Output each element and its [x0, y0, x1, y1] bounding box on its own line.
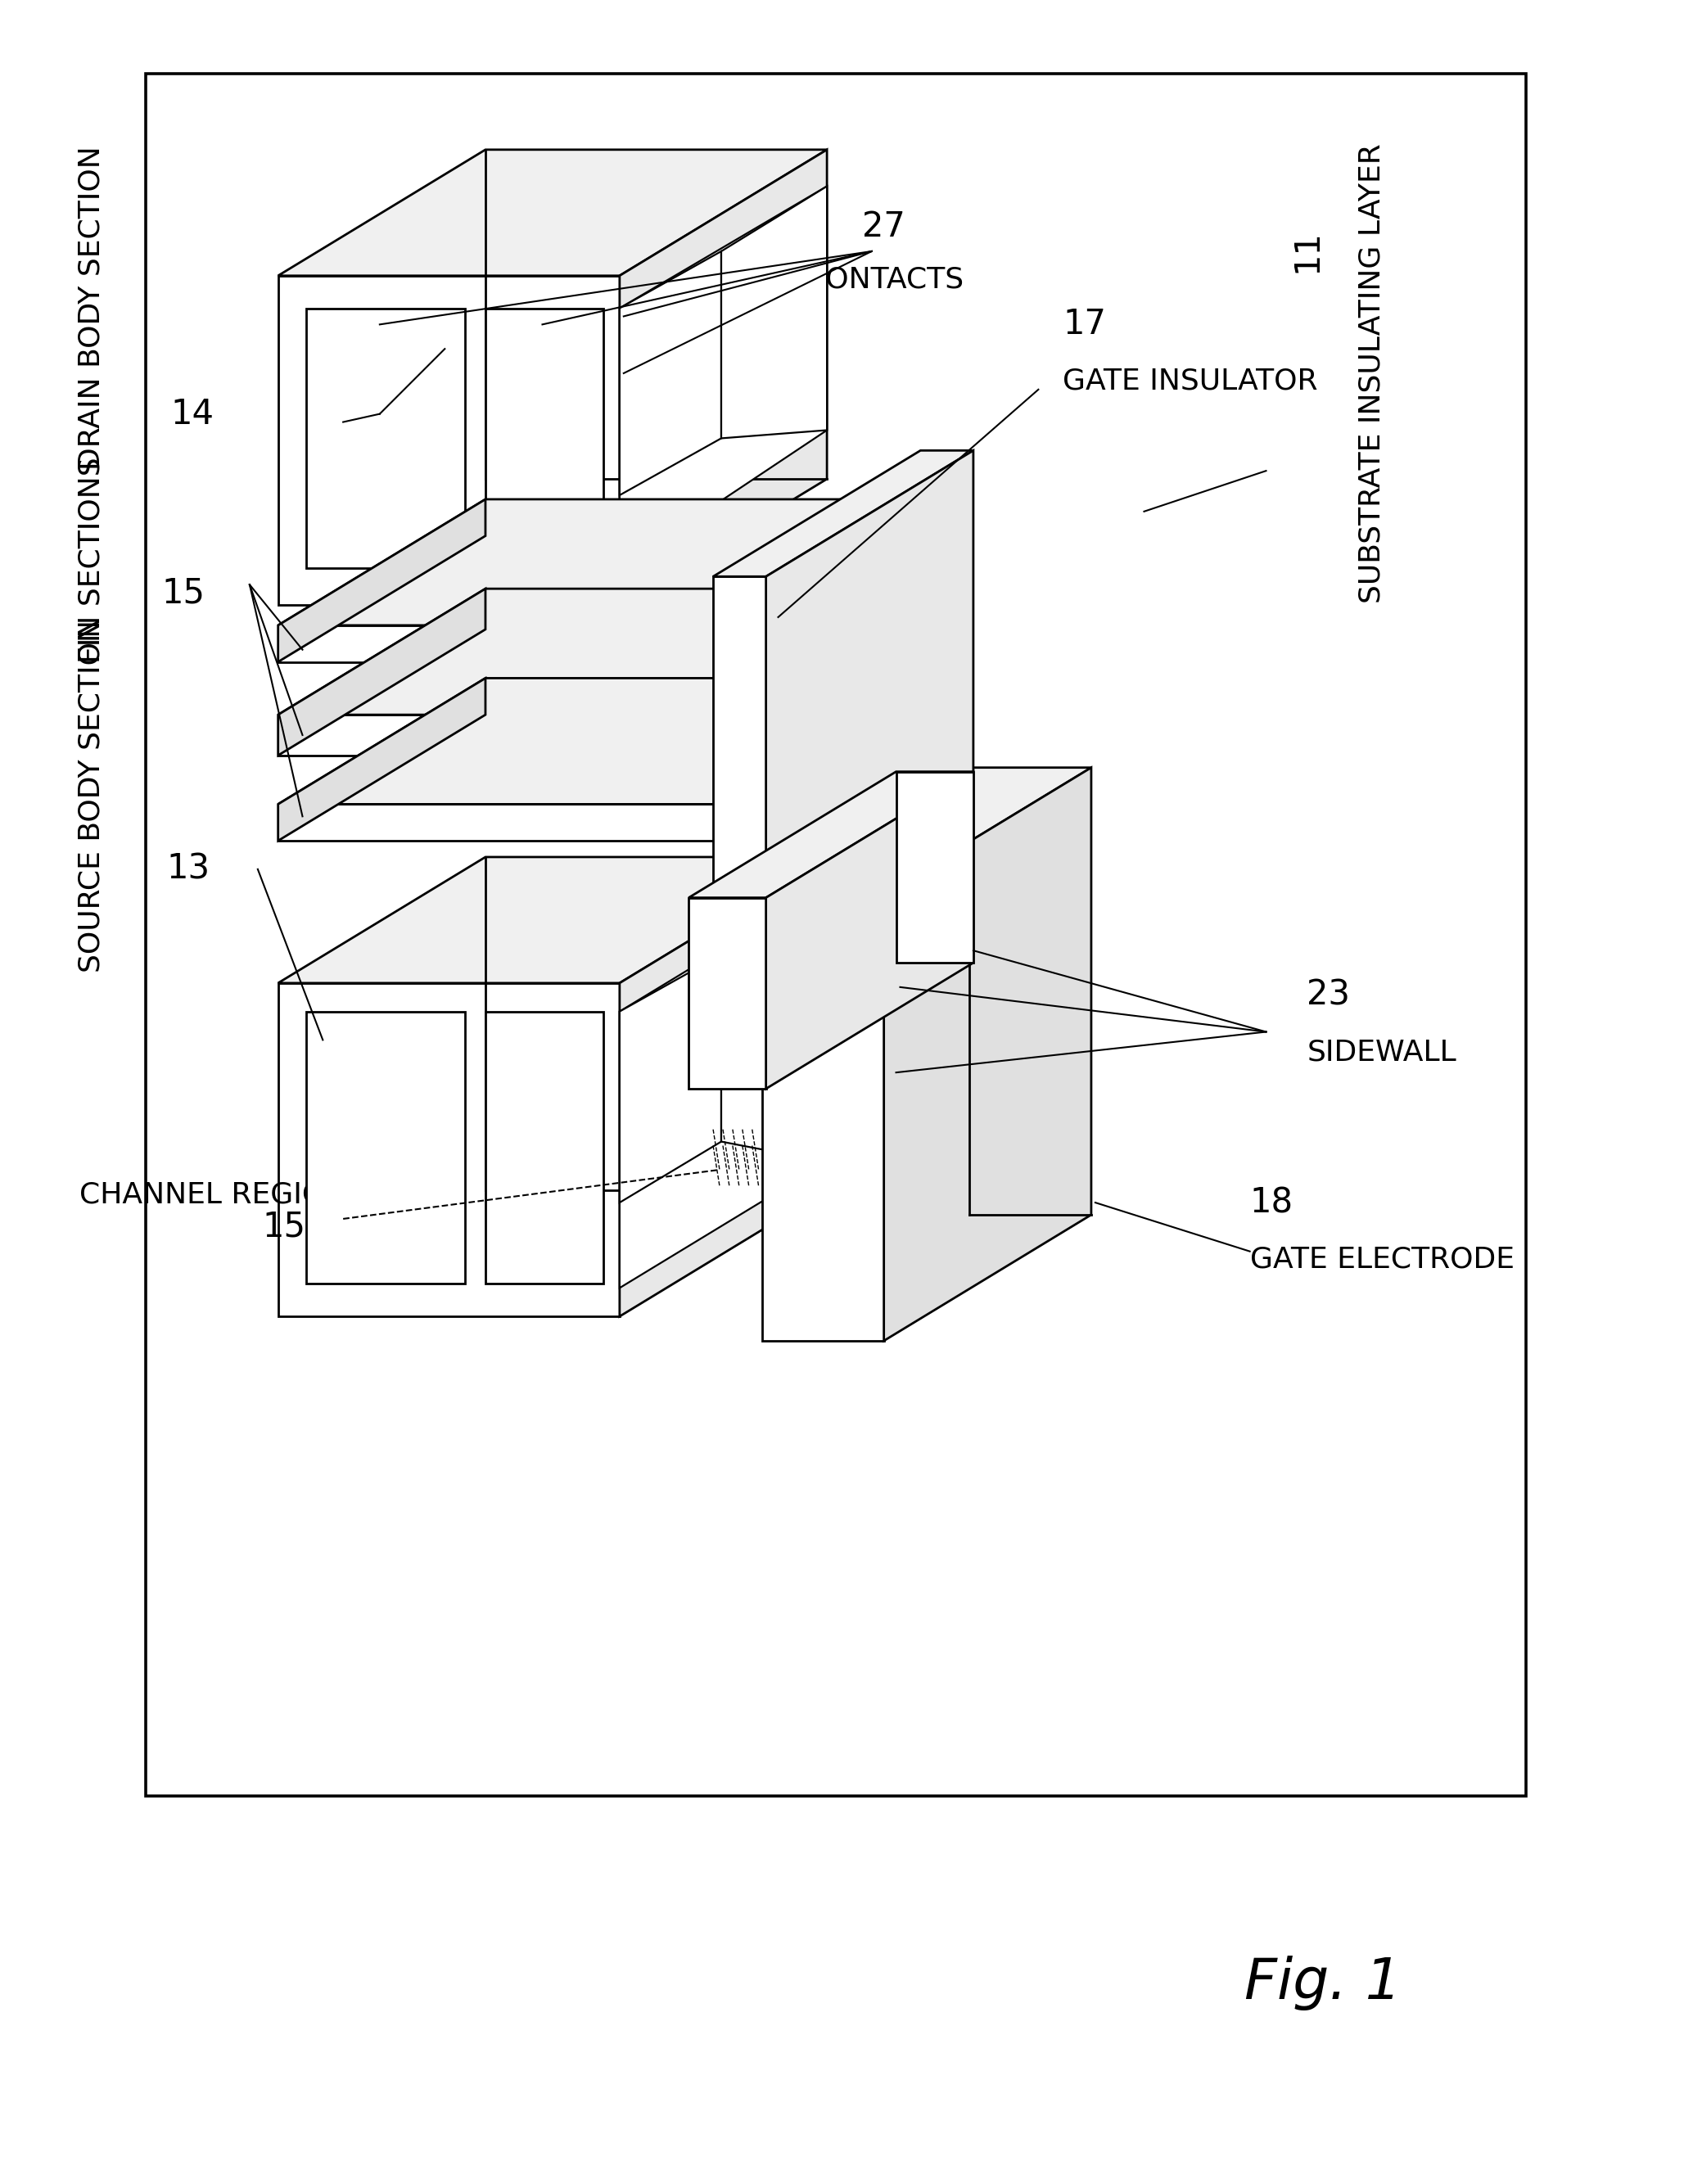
Text: 15a: 15a: [263, 1210, 327, 1245]
Text: 13: 13: [167, 852, 210, 887]
Text: SUBSTRATE INSULATING LAYER: SUBSTRATE INSULATING LAYER: [1357, 144, 1386, 603]
Text: FIN SECTIONS: FIN SECTIONS: [77, 456, 104, 664]
Polygon shape: [485, 308, 603, 568]
Polygon shape: [278, 590, 485, 756]
Text: GATE INSULATOR: GATE INSULATOR: [1063, 367, 1319, 395]
Text: SIDEWALL: SIDEWALL: [1307, 1037, 1457, 1066]
Text: 15: 15: [162, 577, 205, 609]
Text: 27: 27: [862, 210, 906, 245]
Text: CONTACTS: CONTACTS: [805, 266, 963, 293]
Polygon shape: [278, 151, 827, 275]
Text: 18: 18: [1250, 1186, 1293, 1221]
Polygon shape: [761, 767, 1091, 893]
Polygon shape: [278, 500, 970, 625]
Polygon shape: [278, 983, 620, 1317]
Text: 17: 17: [1063, 308, 1106, 341]
Polygon shape: [306, 1011, 465, 1284]
Text: CHANNEL REGION: CHANNEL REGION: [79, 1182, 347, 1208]
Polygon shape: [145, 74, 1526, 1795]
Text: Fig. 1: Fig. 1: [1244, 1955, 1401, 2011]
Polygon shape: [620, 856, 827, 1317]
Polygon shape: [278, 679, 970, 804]
Text: SOURCE BODY SECTION: SOURCE BODY SECTION: [77, 620, 104, 972]
Polygon shape: [721, 885, 827, 1162]
Polygon shape: [278, 275, 620, 605]
Polygon shape: [278, 500, 485, 662]
Polygon shape: [620, 251, 721, 496]
Polygon shape: [721, 186, 827, 439]
Text: 14: 14: [172, 397, 214, 430]
Polygon shape: [884, 767, 1091, 1341]
Text: DRAIN BODY SECTION: DRAIN BODY SECTION: [77, 146, 104, 470]
Polygon shape: [766, 771, 973, 1090]
Polygon shape: [306, 308, 465, 568]
Polygon shape: [278, 714, 761, 756]
Polygon shape: [620, 885, 827, 1289]
Polygon shape: [761, 893, 884, 1341]
Text: GATE ELECTRODE: GATE ELECTRODE: [1250, 1245, 1514, 1273]
Polygon shape: [712, 450, 973, 577]
Polygon shape: [712, 577, 766, 898]
Polygon shape: [689, 898, 766, 1090]
Polygon shape: [278, 679, 485, 841]
Polygon shape: [689, 771, 973, 898]
Text: 23: 23: [1307, 978, 1351, 1013]
Polygon shape: [620, 186, 827, 568]
Polygon shape: [620, 954, 721, 1203]
Polygon shape: [278, 856, 827, 983]
Polygon shape: [485, 1011, 603, 1284]
Polygon shape: [278, 804, 761, 841]
Polygon shape: [766, 450, 973, 898]
Polygon shape: [896, 771, 973, 963]
Polygon shape: [620, 151, 827, 605]
Polygon shape: [278, 590, 970, 714]
Polygon shape: [278, 625, 761, 662]
Text: 11: 11: [1290, 229, 1324, 273]
